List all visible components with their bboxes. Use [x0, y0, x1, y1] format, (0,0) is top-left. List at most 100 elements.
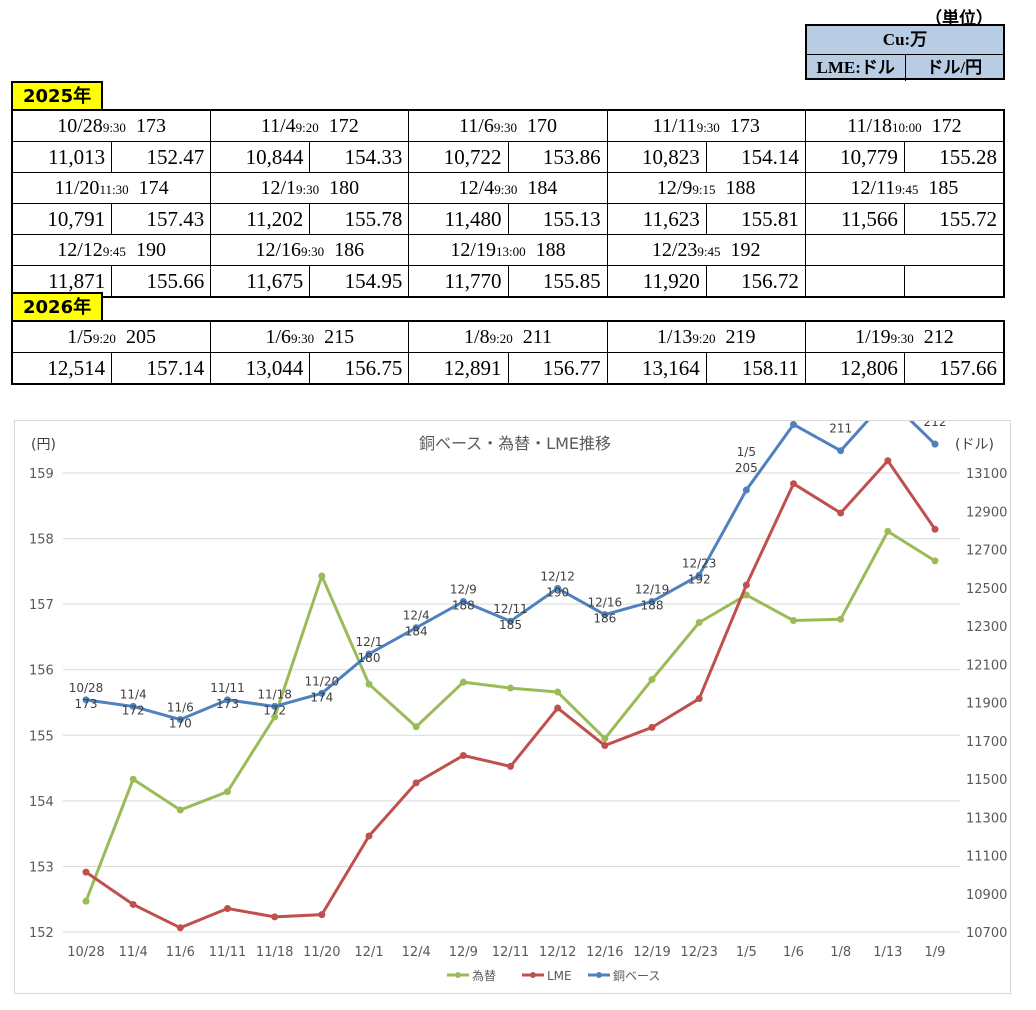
cu-value: 173: [729, 115, 760, 137]
series-point-2: [271, 702, 279, 710]
fx-value: 155.72: [939, 207, 998, 231]
legend-label: 為替: [472, 969, 496, 983]
point-label-value: 211: [829, 422, 852, 436]
cu-value: 205: [125, 326, 156, 348]
time-text: 9:15: [692, 182, 716, 197]
fx-value: 156.72: [741, 269, 799, 293]
fx-value: 154.33: [344, 145, 403, 169]
x-tick: 1/6: [783, 945, 804, 960]
series-point-1: [459, 751, 467, 759]
time-text: 9:30: [296, 182, 320, 197]
time-text: 9:45: [895, 182, 919, 197]
series-point-2: [742, 486, 750, 494]
date-text: 12/1: [260, 177, 297, 199]
series-point-2: [224, 696, 231, 704]
date-cell: 12/119:45 185: [804, 173, 1003, 203]
series-point-1: [648, 723, 656, 731]
series-point-0: [695, 619, 703, 627]
lme-value: 11,480: [409, 204, 509, 234]
cu-value: 188: [535, 239, 566, 261]
date-cell: 12/239:45 192: [606, 235, 805, 265]
y-axis-left-label: (円): [31, 437, 56, 453]
chart-title: 銅ベース・為替・LME推移: [419, 434, 611, 453]
series-point-0: [318, 572, 326, 580]
point-label-value: 172: [263, 703, 286, 717]
lme-value: 11,623: [608, 204, 707, 234]
date-text: 1/8: [464, 326, 490, 348]
y-axis-right-label: (ドル): [955, 437, 994, 453]
fx-value: 155.13: [542, 207, 601, 231]
fx-value: 157.14: [146, 356, 205, 380]
fx-value: 155.66: [146, 269, 205, 293]
date-text: 11/20: [54, 177, 100, 199]
lme-value: 10,844: [211, 142, 311, 172]
y-left-tick: 154: [29, 795, 54, 810]
time-text: 9:30: [291, 331, 315, 346]
y-right-tick: 10900: [966, 888, 1007, 903]
series-point-1: [695, 695, 703, 703]
time-text: 9:30: [301, 244, 325, 259]
series-point-0: [271, 713, 279, 721]
x-tick: 11/18: [256, 945, 293, 960]
legend-label: LME: [547, 969, 572, 983]
series-point-1: [507, 762, 514, 770]
series-point-2: [790, 420, 797, 428]
series-point-1: [129, 900, 137, 908]
date-text: 11/18: [847, 115, 893, 137]
series-point-1: [271, 913, 279, 921]
y-right-tick: 11100: [966, 850, 1007, 865]
fx-value: 152.47: [146, 145, 205, 169]
y-right-tick: 12100: [966, 658, 1007, 673]
series-point-0: [507, 684, 514, 692]
series-point-1: [742, 581, 750, 589]
lme-value: 11,566: [806, 204, 905, 234]
date-text: 12/16: [255, 239, 302, 261]
date-text: 12/4: [458, 177, 495, 199]
series-point-2: [412, 624, 420, 632]
lme-value: 11,770: [409, 266, 509, 296]
lme-value: [806, 266, 905, 296]
x-tick: 1/8: [830, 945, 851, 960]
series-point-2: [459, 598, 467, 606]
series-point-1: [790, 480, 797, 488]
y-left-tick: 158: [29, 533, 54, 548]
y-right-tick: 12900: [966, 505, 1007, 520]
cu-value: 185: [928, 177, 959, 199]
series-point-2: [554, 584, 562, 592]
date-cell: [804, 235, 1003, 265]
point-label-value: 184: [405, 625, 428, 639]
series-point-2: [82, 696, 90, 704]
date-text: 12/19: [450, 239, 496, 261]
lme-value: 13,164: [608, 353, 707, 383]
time-text: 9:45: [697, 244, 721, 259]
x-tick: 1/5: [736, 945, 757, 960]
time-text: 9:20: [92, 331, 116, 346]
series-point-0: [459, 678, 467, 686]
date-cell: 12/169:30 186: [210, 235, 408, 265]
date-cell: 11/49:20 172: [210, 111, 408, 141]
date-cell: 1/139:20 219: [606, 322, 805, 352]
series-point-0: [790, 617, 797, 625]
point-label-date: 11/18: [257, 687, 292, 701]
fx-value: 158.11: [741, 356, 799, 380]
series-point-1: [176, 924, 184, 932]
series-point-1: [82, 868, 90, 876]
point-label-value: 185: [499, 618, 522, 632]
series-point-1: [318, 911, 326, 919]
lme-value: 12,514: [13, 353, 113, 383]
x-tick: 11/6: [166, 945, 195, 960]
time-text: 9:20: [295, 120, 319, 135]
series-point-2: [129, 702, 137, 710]
date-cell: 12/99:15 188: [606, 173, 805, 203]
date-cell: 12/129:45 190: [13, 235, 210, 265]
y-left-tick: 157: [29, 598, 54, 613]
x-tick: 12/4: [402, 945, 431, 960]
point-label-value: 170: [169, 717, 192, 731]
series-point-2: [176, 716, 184, 724]
date-cell: 12/19:30 180: [210, 173, 408, 203]
trend-chart: 152 153 154 155 156 157 158 159 10700 10900 11100…: [29, 353, 1007, 983]
fx-value: 154.14: [741, 145, 799, 169]
date-text: 12/11: [850, 177, 896, 199]
point-label-date: 12/11: [493, 602, 528, 616]
chart-legend: 為替 LME 銅ベース: [447, 969, 660, 983]
